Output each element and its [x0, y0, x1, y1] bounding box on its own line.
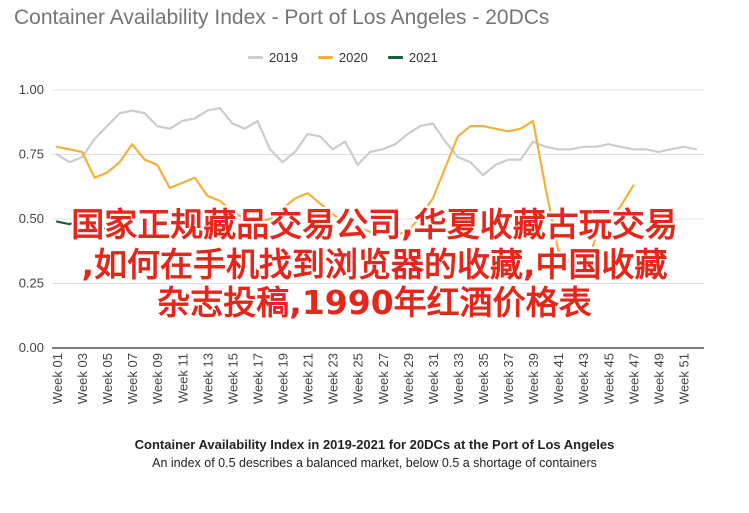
y-tick-label: 1.00: [19, 82, 44, 97]
series-line-2021: [55, 217, 121, 231]
x-tick-label: Week 23: [326, 353, 341, 404]
x-tick-label: Week 21: [301, 353, 316, 404]
legend-item-2019: 2019: [248, 50, 298, 65]
y-tick-label: 0.75: [19, 147, 44, 162]
x-tick-label: Week 25: [351, 353, 366, 404]
legend-label-2020: 2020: [338, 50, 368, 65]
x-tick-label: Week 11: [175, 353, 190, 403]
y-tick-label: 0.50: [19, 211, 44, 226]
x-tick-label: Week 43: [576, 353, 591, 404]
caption-title: Container Availability Index in 2019-202…: [134, 437, 615, 452]
x-tick-label: Week 29: [401, 353, 416, 404]
overlay-text-line-1: 国家正规藏品交易公司,华夏收藏古玩交易: [71, 205, 678, 244]
caption-subtitle: An index of 0.5 describes a balanced mar…: [152, 456, 597, 470]
legend-swatch-2020: [317, 56, 333, 59]
legend-swatch-2019: [248, 56, 263, 59]
overlay-text-line-2: ,如何在手机找到浏览器的收藏,中国收藏: [81, 245, 668, 284]
x-tick-label: Week 35: [476, 353, 491, 404]
x-tick-label: Week 15: [225, 353, 240, 404]
legend-label-2019: 2019: [269, 50, 298, 65]
x-tick-label: Week 13: [200, 353, 215, 404]
chart-legend: 2019 2020 2021: [248, 50, 438, 65]
x-tick-label: Week 39: [526, 353, 541, 404]
legend-swatch-2021: [387, 56, 403, 59]
x-tick-label: Week 09: [150, 353, 165, 404]
y-tick-label: 0.25: [19, 276, 44, 291]
x-tick-label: Week 47: [626, 353, 641, 404]
x-tick-label: Week 41: [551, 353, 566, 404]
x-tick-label: Week 51: [676, 353, 691, 404]
x-tick-label: Week 03: [75, 353, 90, 404]
series-line-2020: [55, 119, 635, 280]
series-line-2019: [55, 107, 698, 177]
overlay-text-line-3: 杂志投稿,1990年红酒价格表: [157, 283, 592, 322]
x-tick-label: Week 27: [376, 353, 391, 404]
x-tick-label: Week 01: [50, 353, 65, 404]
x-tick-label: Week 45: [601, 353, 616, 404]
y-tick-label: 0.00: [19, 340, 44, 355]
legend-label-2021: 2021: [408, 50, 438, 65]
legend-item-2020: 2020: [317, 50, 368, 65]
x-tick-label: Week 37: [501, 353, 516, 404]
chart-title: Container Availability Index - Port of L…: [14, 6, 550, 29]
x-tick-label: Week 17: [250, 353, 265, 404]
legend-item-2021: 2021: [387, 50, 438, 65]
x-tick-label: Week 19: [276, 353, 291, 404]
x-tick-label: Week 31: [426, 353, 441, 404]
x-tick-label: Week 05: [100, 353, 115, 404]
x-tick-label: Week 49: [651, 353, 666, 404]
x-tick-label: Week 07: [125, 353, 140, 404]
x-tick-label: Week 33: [451, 353, 466, 404]
